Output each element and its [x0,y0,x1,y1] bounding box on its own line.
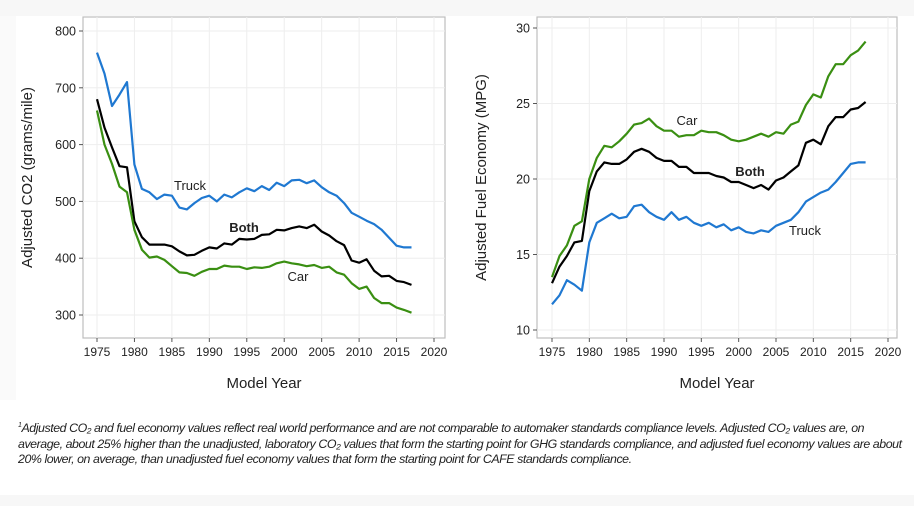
x-tick-label: 1990 [196,345,223,359]
y-axis-label: Adjusted CO2 (grams/mile) [19,87,36,268]
y-tick-label: 400 [55,252,76,266]
plot-frame [82,16,446,339]
x-tick-label: 1980 [121,345,148,359]
charts-svg: 1975 1980 1985 1990 1995 2000 2005 2010 2015 2020… [19,16,902,392]
y-tick-label: 30 [516,22,530,36]
series-line-truck [95,52,412,249]
x-tick-label: 2005 [308,345,335,359]
x-tick-label: 1985 [613,345,640,359]
series-line-car [550,40,867,278]
series-label-truck: Truck [789,223,822,238]
x-tick-label: 2015 [383,345,410,359]
x-tick-label: 2010 [800,345,827,359]
y-tick-label: 10 [516,324,530,338]
x-tick-label: 2005 [763,345,790,359]
series-label-truck: Truck [174,178,207,193]
series-line-truck [551,161,866,306]
x-axis-label: Model Year [226,375,301,392]
y-axis-label: Adjusted Fuel Economy (MPG) [473,74,490,281]
footnote-marker: 1 [18,422,22,429]
x-tick-label: 1990 [651,345,678,359]
x-tick-label: 1995 [233,345,260,359]
x-tick-label: 2020 [421,345,448,359]
y-tick-label: 700 [55,81,76,95]
x-tick-label: 2020 [875,345,902,359]
x-tick-label: 2015 [837,345,864,359]
y-tick-label: 500 [55,195,76,209]
x-tick-label: 2010 [346,345,373,359]
y-tick-label: 600 [55,138,76,152]
x-tick-label: 1980 [576,345,603,359]
x-axis-label: Model Year [679,375,754,392]
footnote: 1Adjusted CO₂ and fuel economy values re… [18,418,908,468]
left-band [0,16,16,400]
series-line-car [95,110,412,314]
series-line-both [95,98,412,286]
footnote-text: Adjusted CO₂ and fuel economy values ref… [18,421,902,467]
y-tick-label: 800 [55,25,76,39]
x-tick-label: 1975 [84,345,111,359]
bottom-band [0,495,914,506]
y-tick-label: 25 [516,97,530,111]
y-tick-label: 300 [55,309,76,323]
plot-frame [536,16,898,339]
y-tick-label: 20 [516,173,530,187]
x-tick-label: 2000 [271,345,298,359]
series-label-car: Car [288,269,310,284]
series-label-car: Car [677,113,699,128]
series-label-both: Both [735,164,765,179]
series-label-both: Both [229,220,259,235]
top-band [0,0,914,16]
series-line-both [550,101,867,284]
x-tick-label: 1995 [688,345,715,359]
x-tick-label: 1985 [159,345,186,359]
y-tick-label: 15 [516,248,530,262]
x-tick-label: 1975 [539,345,566,359]
x-tick-label: 2000 [725,345,752,359]
